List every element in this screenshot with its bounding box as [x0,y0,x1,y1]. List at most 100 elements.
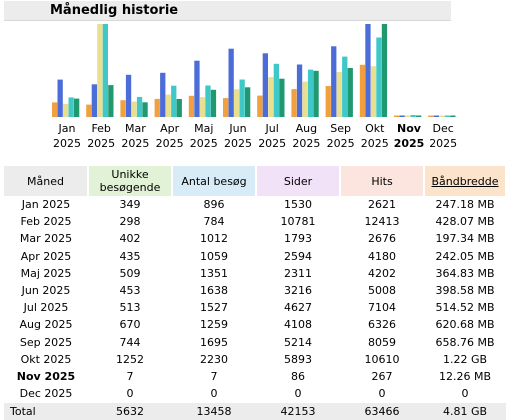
bar-hits-okt [376,37,382,117]
table-header-row: Måned Unikke besøgende Antal besøg Sider… [4,166,507,196]
cell-pages: 0 [294,387,302,401]
bandwidth-header-label: Båndbredde [431,174,499,188]
bar-pages-apr [165,94,171,117]
cell-unique-visitors: 513 [119,301,141,315]
x-label-jun: Jun 2025 [218,121,258,151]
header-visits: Antal besøg [172,166,257,196]
cell-month: Dec 2025 [19,387,73,401]
cell-pages: 10781 [280,215,316,229]
bar-hits-sep [342,56,348,117]
header-hits: Hits [340,166,425,196]
table-row: Aug 2025 670 1259 4108 6326 620.68 MB [4,316,506,333]
bar-bandwidth_mb-maj [210,89,217,117]
cell-month: Aug 2025 [19,318,73,332]
cell-visits: 0 [210,387,218,401]
bar-visits-dec [433,115,439,117]
cell-unique-visitors: 670 [119,318,141,332]
bar-hits-aug [307,69,314,117]
cell-hits: 4202 [368,266,396,280]
cell-pages: 3216 [284,284,312,298]
cell-pages: 5214 [284,335,312,349]
x-label-month: Maj [194,122,214,135]
bar-unique_visitors-maj [188,95,195,117]
cell-visits: 1259 [200,318,228,332]
cell-visits: 784 [203,215,225,229]
table-row: Mar 2025 402 1012 1793 2676 197.34 MB [4,230,506,247]
cell-hits: 267 [371,369,393,383]
bar-unique_visitors-apr [154,98,160,117]
header-unique-visitors: Unikke besøgende [88,166,173,196]
cell-unique-visitors: 435 [119,249,141,263]
table-row: Jan 2025 349 896 1530 2621 247.18 MB [4,196,506,213]
header-month: Måned [4,166,89,196]
bar-pages-sep [336,72,342,117]
cell-unique-visitors: 453 [119,284,141,298]
bar-unique_visitors-sep [325,86,331,117]
bar-bandwidth_mb-mar [142,102,148,117]
bar-visits-sep [331,46,337,117]
bar-pages-jul [268,77,274,117]
table-row: Dec 2025 0 0 0 0 0 [4,385,506,403]
cell-unique-visitors: 0 [126,387,134,401]
table-row: Maj 2025 509 1351 2311 4202 364.83 MB [4,265,506,282]
bar-visits-jan [57,79,63,117]
bar-hits-apr [171,85,177,117]
bar-pages-maj [199,97,206,117]
x-label-month: Jun [229,122,247,135]
monthly-history-table: Måned Unikke besøgende Antal besøg Sider… [4,166,507,420]
x-label-month: Nov [397,122,421,135]
cell-month: Feb 2025 [20,215,72,229]
cell-pages: 1793 [284,232,312,246]
cell-visits: 1638 [200,284,228,298]
bar-bandwidth_mb-nov [416,115,422,117]
total-bandwidth: 4.81 GB [424,402,506,420]
bar-pages-jan [63,103,69,117]
x-label-month: Dec [432,122,454,135]
x-label-year: 2025 [121,137,150,150]
x-label-month: Jul [265,122,279,135]
cell-unique-visitors: 509 [119,266,141,280]
x-label-year: 2025 [53,137,81,150]
bar-bandwidth_mb-okt [381,24,388,117]
cell-visits: 1012 [200,232,228,246]
x-label-year: 2025 [429,137,458,150]
cell-hits: 7104 [368,301,396,315]
bar-visits-jul [262,53,268,117]
cell-bandwidth: 12.26 MB [438,369,492,383]
cell-bandwidth: 1.22 GB [442,352,488,366]
cell-hits: 2621 [368,198,396,212]
bar-bandwidth_mb-jul [279,78,285,117]
bar-pages-nov [405,115,411,117]
x-label-year: 2025 [224,137,252,150]
total-label: Total [4,402,88,420]
bar-bandwidth_mb-sep [347,68,353,117]
cell-month: Maj 2025 [20,266,72,280]
cell-pages: 2594 [284,249,312,263]
table-row: Nov 2025 7 7 86 267 12.26 MB [4,368,506,385]
x-label-jul: Jul 2025 [252,121,292,151]
bar-unique_visitors-aug [291,89,297,117]
x-label-year: 2025 [155,137,184,150]
cell-bandwidth: 398.58 MB [435,284,495,298]
cell-unique-visitors: 298 [119,215,141,229]
section-title-bar: Månedlig historie [4,1,451,21]
cell-hits: 8059 [368,335,396,349]
table-row: Jun 2025 453 1638 3216 5008 398.58 MB [4,282,506,299]
bar-hits-jan [68,97,74,117]
cell-unique-visitors: 744 [119,335,141,349]
total-visits: 13458 [172,402,256,420]
x-label-month: Apr [160,122,180,135]
cell-unique-visitors: 402 [119,232,141,246]
x-label-month: Jan [58,122,76,135]
bar-pages-aug [302,81,308,117]
cell-month: Nov 2025 [16,369,76,383]
monthly-history-chart [52,24,456,118]
cell-month: Jul 2025 [23,301,69,315]
table-row: Okt 2025 1252 2230 5893 10610 1.22 GB [4,351,506,368]
bar-bandwidth_mb-feb [108,85,114,117]
cell-bandwidth: 514.52 MB [435,301,495,315]
cell-hits: 5008 [368,284,396,298]
bar-visits-maj [194,60,200,117]
x-label-year: 2025 [292,137,321,150]
cell-pages: 2311 [284,266,312,280]
